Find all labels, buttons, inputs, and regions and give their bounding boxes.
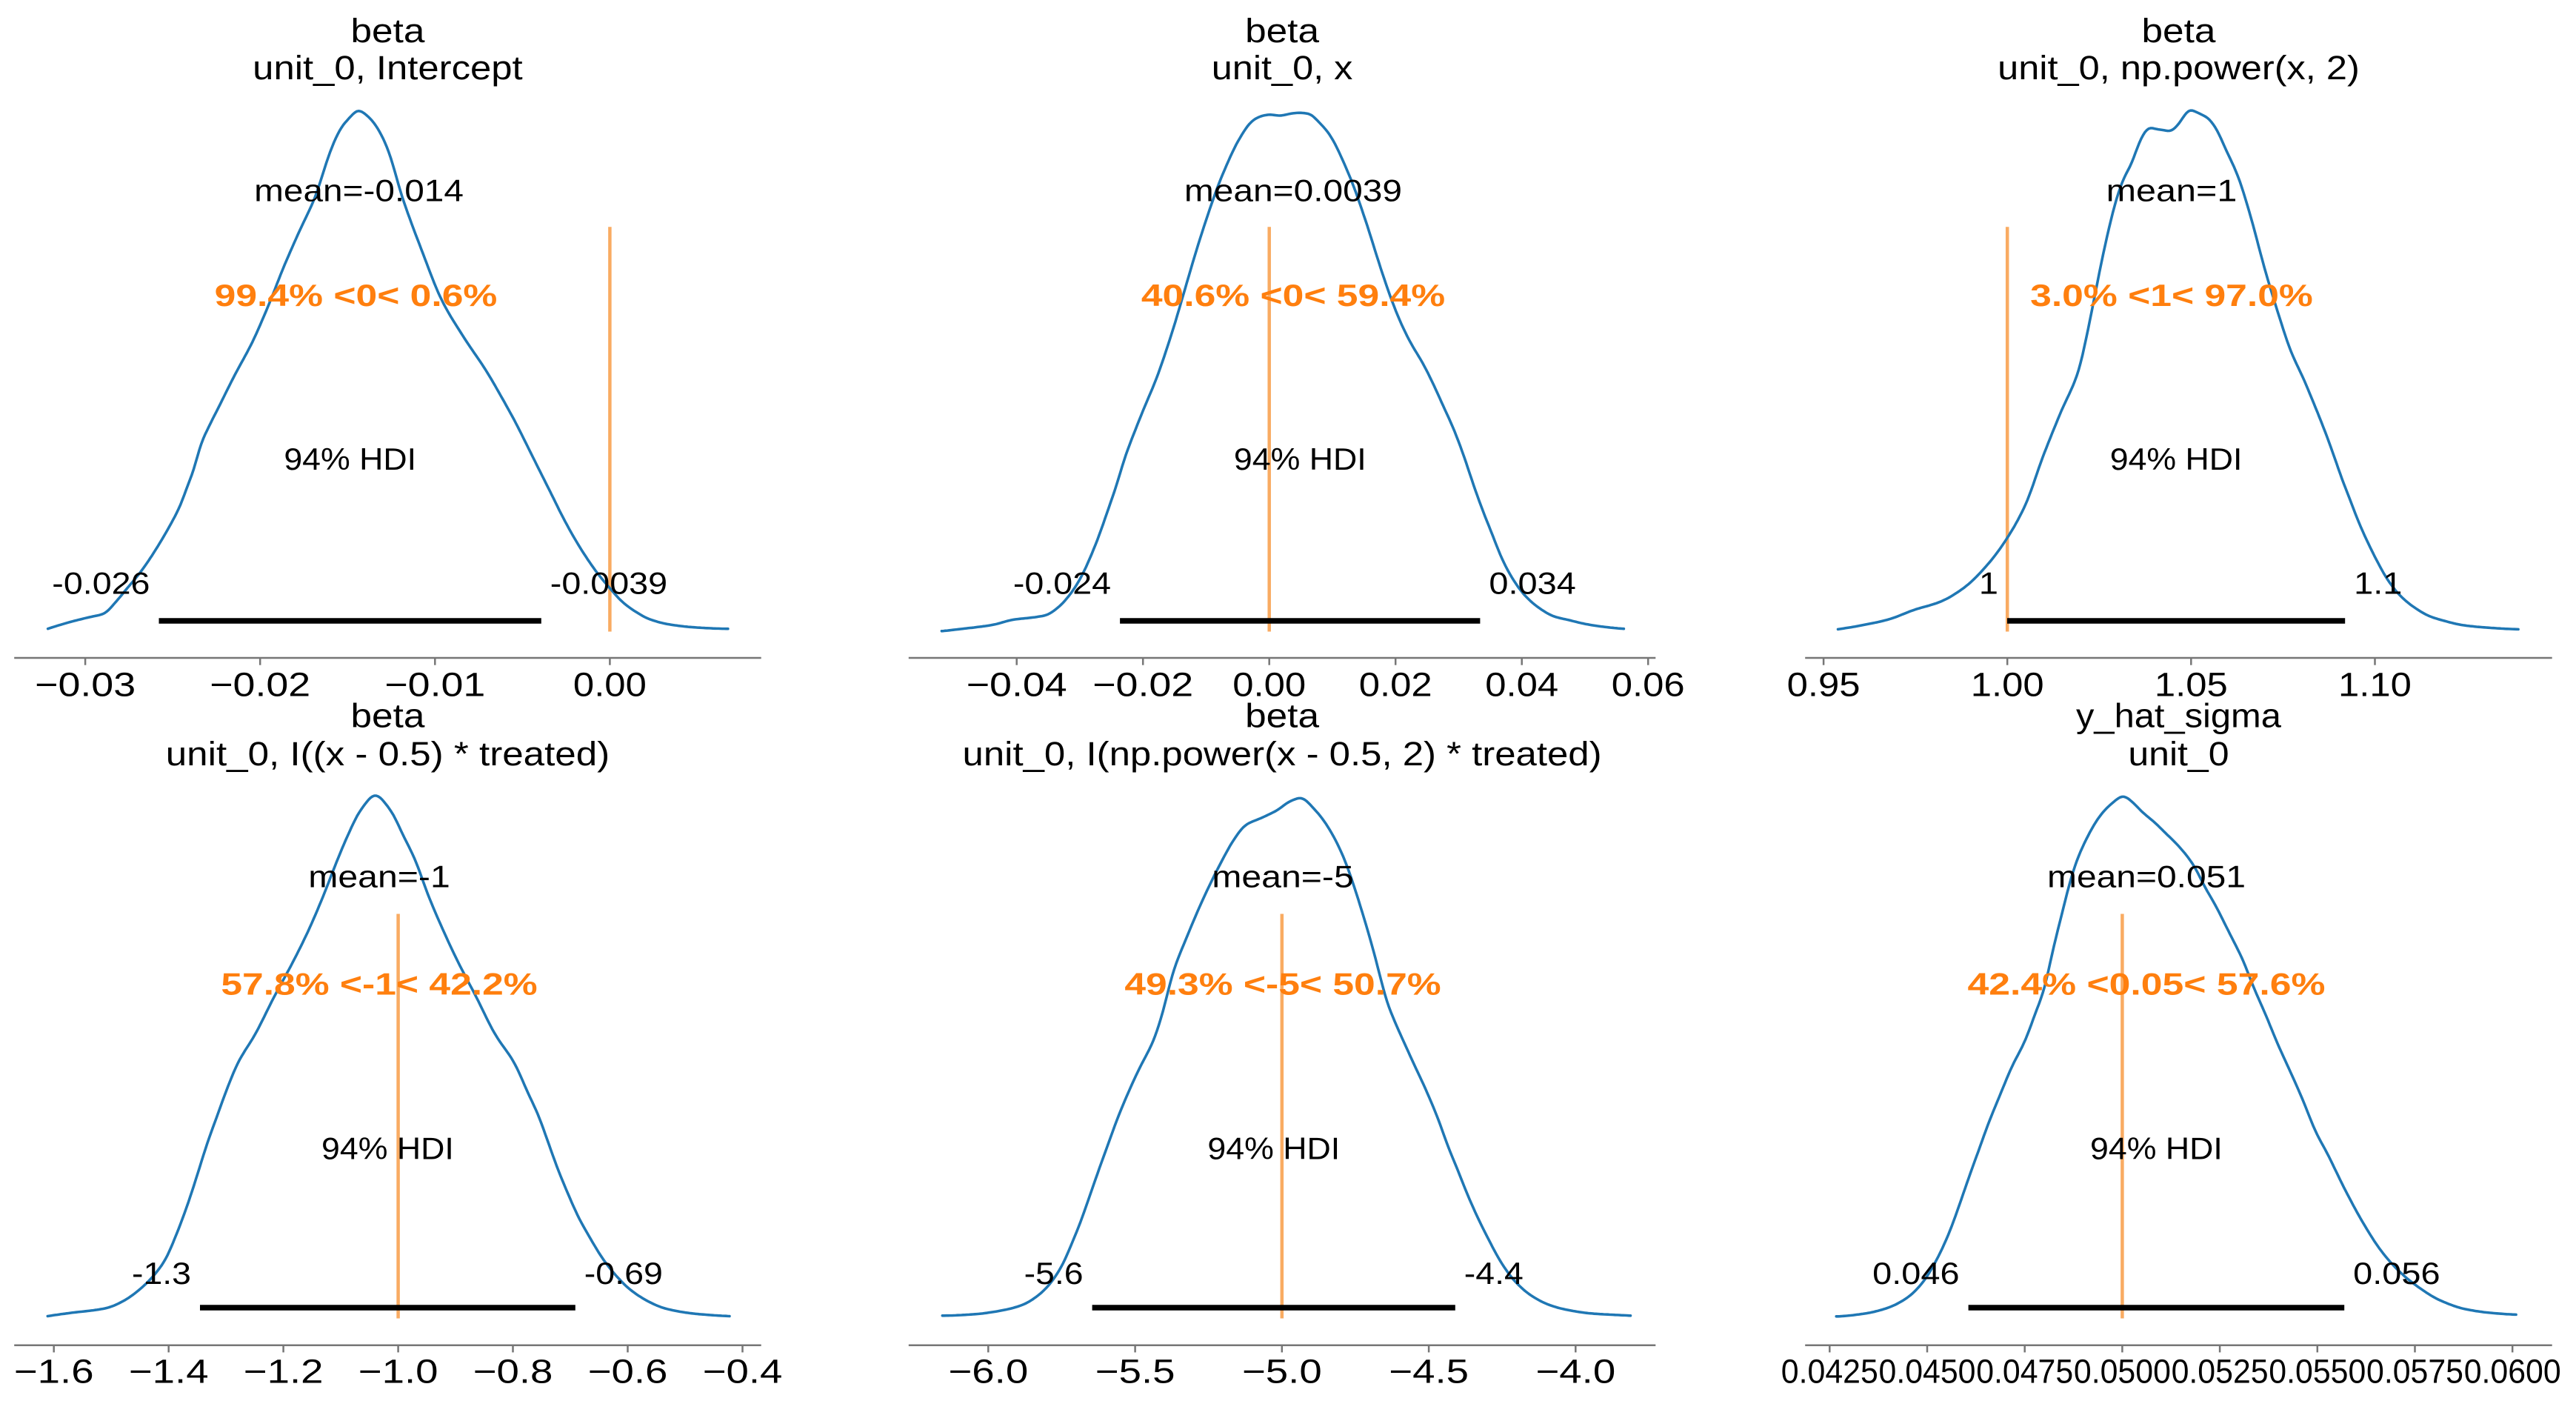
- svg-text:57.8% <-1< 42.2%: 57.8% <-1< 42.2%: [221, 967, 537, 1002]
- svg-text:mean=0.0039: mean=0.0039: [1184, 173, 1402, 208]
- svg-text:mean=-1: mean=-1: [308, 859, 450, 894]
- svg-text:94% HDI: 94% HDI: [1234, 442, 1367, 476]
- svg-text:0.04: 0.04: [1485, 666, 1558, 704]
- svg-text:0.95: 0.95: [1787, 666, 1861, 704]
- svg-text:-0.0039: -0.0039: [550, 566, 667, 601]
- svg-text:0.056: 0.056: [2353, 1256, 2440, 1291]
- svg-text:0.0550: 0.0550: [2269, 1353, 2366, 1391]
- svg-text:0.034: 0.034: [1489, 566, 1575, 601]
- svg-text:49.3% <-5< 50.7%: 49.3% <-5< 50.7%: [1124, 967, 1441, 1002]
- svg-text:-0.026: -0.026: [52, 566, 150, 601]
- svg-text:0.00: 0.00: [1232, 666, 1306, 704]
- svg-text:−0.6: −0.6: [588, 1353, 668, 1391]
- svg-text:y_hat_sigma: y_hat_sigma: [2076, 696, 2282, 734]
- svg-text:0.0450: 0.0450: [1879, 1353, 1976, 1391]
- svg-text:94% HDI: 94% HDI: [2110, 442, 2243, 476]
- svg-text:mean=-0.014: mean=-0.014: [254, 173, 464, 208]
- svg-text:0.0475: 0.0475: [1976, 1353, 2073, 1391]
- svg-text:−4.0: −4.0: [1535, 1353, 1615, 1391]
- svg-text:−0.4: −0.4: [703, 1353, 783, 1391]
- svg-text:−0.01: −0.01: [384, 666, 485, 704]
- svg-text:−0.02: −0.02: [1092, 666, 1193, 704]
- svg-text:94% HDI: 94% HDI: [284, 442, 416, 476]
- svg-text:-5.6: -5.6: [1024, 1256, 1084, 1291]
- svg-text:beta: beta: [1245, 696, 1320, 734]
- svg-text:0.0600: 0.0600: [2464, 1353, 2561, 1391]
- svg-text:−1.4: −1.4: [129, 1353, 209, 1391]
- svg-text:−6.0: −6.0: [948, 1353, 1028, 1391]
- svg-text:unit_0, x: unit_0, x: [1212, 49, 1353, 87]
- svg-text:0.02: 0.02: [1359, 666, 1432, 704]
- svg-text:0.0525: 0.0525: [2172, 1353, 2269, 1391]
- svg-text:mean=-5: mean=-5: [1212, 859, 1354, 894]
- svg-text:1.05: 1.05: [2155, 666, 2228, 704]
- svg-text:-4.4: -4.4: [1464, 1256, 1524, 1291]
- svg-text:0.06: 0.06: [1612, 666, 1685, 704]
- svg-text:−5.0: −5.0: [1242, 1353, 1322, 1391]
- svg-text:unit_0, np.power(x, 2): unit_0, np.power(x, 2): [1998, 49, 2360, 87]
- svg-text:3.0% <1< 97.0%: 3.0% <1< 97.0%: [2030, 278, 2313, 313]
- svg-text:40.6% <0< 59.4%: 40.6% <0< 59.4%: [1141, 278, 1445, 313]
- svg-text:−0.8: −0.8: [473, 1353, 553, 1391]
- svg-text:1: 1: [1979, 566, 1998, 601]
- svg-text:−4.5: −4.5: [1389, 1353, 1469, 1391]
- svg-text:99.4% <0< 0.6%: 99.4% <0< 0.6%: [215, 278, 498, 313]
- svg-text:0.0575: 0.0575: [2366, 1353, 2463, 1391]
- svg-text:beta: beta: [351, 12, 426, 50]
- svg-text:−0.03: −0.03: [35, 666, 136, 704]
- svg-text:−0.02: −0.02: [210, 666, 310, 704]
- svg-text:94% HDI: 94% HDI: [321, 1131, 454, 1165]
- svg-text:42.4% <0.05< 57.6%: 42.4% <0.05< 57.6%: [1968, 967, 2326, 1002]
- svg-text:-0.69: -0.69: [584, 1256, 663, 1291]
- svg-text:-1.3: -1.3: [132, 1256, 191, 1291]
- svg-text:mean=1: mean=1: [2106, 173, 2238, 208]
- svg-text:1.00: 1.00: [1971, 666, 2044, 704]
- svg-text:mean=0.051: mean=0.051: [2047, 859, 2246, 894]
- svg-text:−1.6: −1.6: [14, 1353, 94, 1391]
- svg-text:94% HDI: 94% HDI: [1207, 1131, 1340, 1165]
- svg-text:−1.2: −1.2: [244, 1353, 324, 1391]
- svg-text:1.10: 1.10: [2338, 666, 2412, 704]
- svg-text:0.00: 0.00: [573, 666, 647, 704]
- svg-text:94% HDI: 94% HDI: [2090, 1131, 2223, 1165]
- svg-text:−1.0: −1.0: [358, 1353, 438, 1391]
- svg-text:unit_0, Intercept: unit_0, Intercept: [253, 49, 523, 87]
- svg-text:1.1: 1.1: [2354, 566, 2402, 601]
- svg-text:−5.5: −5.5: [1095, 1353, 1175, 1391]
- svg-text:beta: beta: [351, 696, 426, 734]
- svg-text:beta: beta: [2142, 12, 2217, 50]
- svg-text:-0.024: -0.024: [1013, 566, 1111, 601]
- svg-text:0.046: 0.046: [1872, 1256, 1959, 1291]
- svg-text:beta: beta: [1245, 12, 1320, 50]
- svg-text:unit_0, I((x - 0.5) * treated): unit_0, I((x - 0.5) * treated): [166, 735, 610, 773]
- svg-text:unit_0, I(np.power(x - 0.5, 2): unit_0, I(np.power(x - 0.5, 2) * treated…: [963, 735, 1602, 773]
- svg-text:−0.04: −0.04: [967, 666, 1067, 704]
- svg-text:0.0500: 0.0500: [2074, 1353, 2171, 1391]
- svg-text:0.0425: 0.0425: [1781, 1353, 1878, 1391]
- svg-text:unit_0: unit_0: [2128, 735, 2229, 773]
